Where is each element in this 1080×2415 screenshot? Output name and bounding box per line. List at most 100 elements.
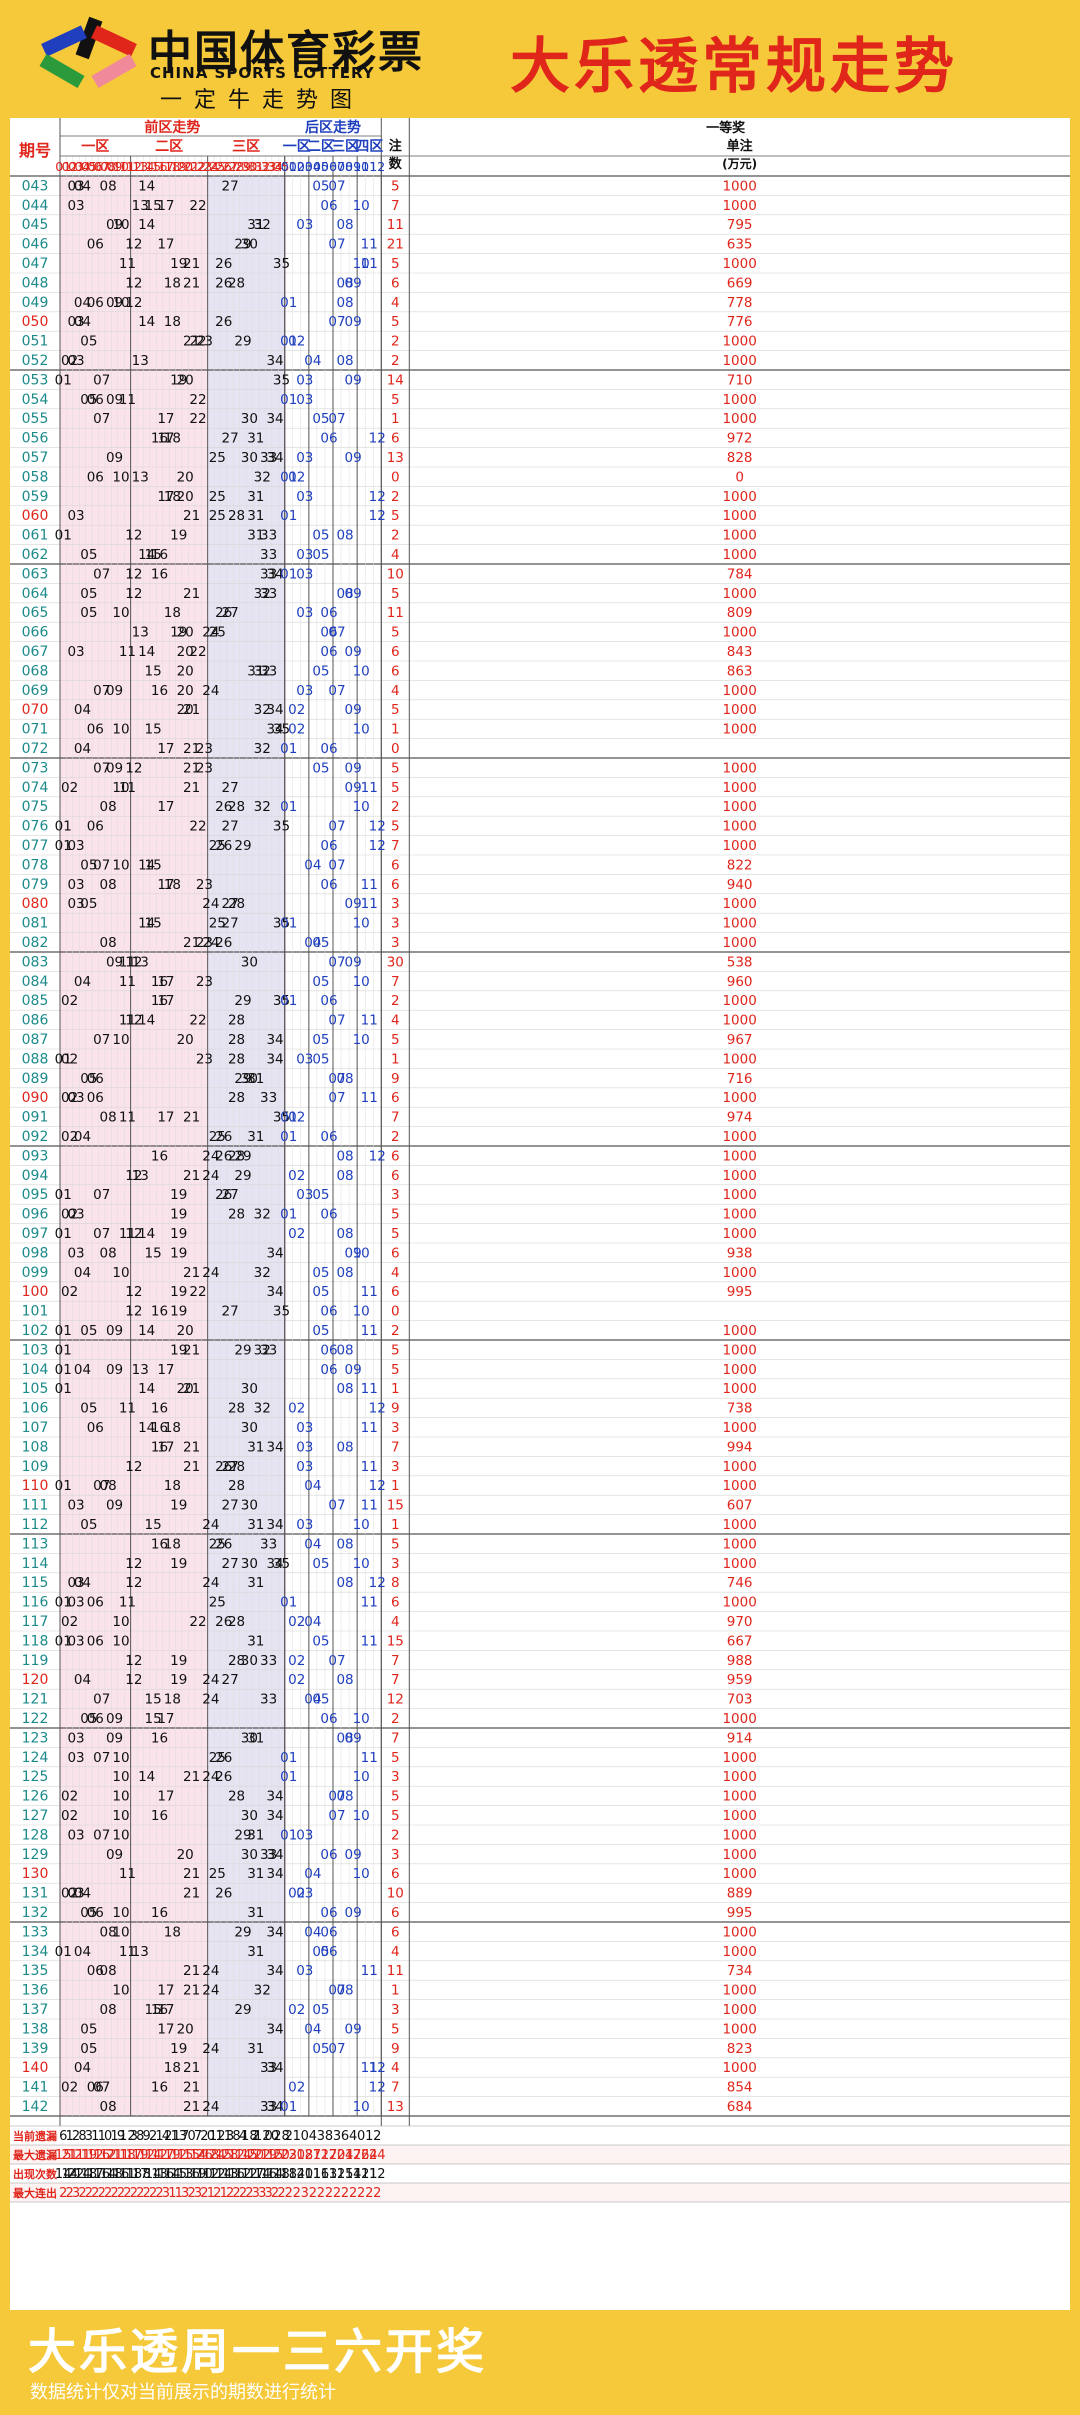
front-ball: 21	[183, 1459, 200, 1475]
back-ball: 01	[280, 1769, 297, 1785]
back-ball: 12	[369, 2080, 386, 2096]
back-ball: 03	[296, 547, 313, 563]
front-ball: 19	[170, 528, 187, 544]
prize-cell: 1000	[722, 1478, 756, 1494]
stat-back-value: 24	[369, 2148, 386, 2163]
back-ball: 12	[369, 2060, 386, 2076]
prize-cell: 1000	[722, 1381, 756, 1397]
front-ball: 19	[170, 1498, 187, 1514]
front-ball: 02	[61, 2080, 78, 2096]
front-ball: 18	[164, 489, 181, 505]
front-ball: 33	[260, 450, 277, 466]
front-ball: 07	[93, 760, 110, 776]
prize-cell: 1000	[722, 916, 756, 932]
back-number-header: 08	[337, 159, 353, 174]
stat-front-value: 1	[220, 2186, 228, 2201]
back-ball: 08	[336, 1672, 353, 1688]
issue-cell: 139	[22, 2041, 49, 2057]
back-ball: 07	[328, 2041, 345, 2057]
stat-front-value: 0	[265, 2129, 273, 2144]
back-ball: 07	[328, 1013, 345, 1029]
front-ball: 18	[164, 1924, 181, 1940]
front-ball: 16	[151, 547, 168, 563]
front-ball: 34	[266, 1051, 283, 1067]
notes-cell: 2	[391, 799, 400, 815]
front-ball: 33	[260, 2099, 277, 2115]
issue-cell: 093	[22, 1148, 49, 1164]
back-ball: 06	[320, 1711, 337, 1727]
issue-cell: 113	[22, 1536, 49, 1552]
back-ball: 11	[361, 237, 378, 253]
stat-front-value: 18	[81, 2167, 98, 2182]
front-ball: 17	[157, 237, 174, 253]
back-ball: 02	[288, 1226, 305, 1242]
front-ball: 09	[106, 1498, 123, 1514]
stat-front-value: 3	[72, 2186, 80, 2201]
stat-front-value: 22	[254, 2148, 271, 2163]
prize-cell: 1000	[722, 411, 756, 427]
prize-cell: 967	[727, 1032, 753, 1048]
front-ball: 09	[106, 1847, 123, 1863]
front-ball: 24	[202, 1575, 219, 1591]
front-ball: 13	[132, 954, 149, 970]
front-ball: 06	[87, 1420, 104, 1436]
front-ball: 27	[222, 896, 239, 912]
front-ball: 07	[93, 1226, 110, 1242]
back-ball: 10	[353, 799, 370, 815]
back-ball: 06	[320, 741, 337, 757]
back-ball: 09	[345, 372, 362, 388]
issue-cell: 081	[22, 916, 49, 932]
back-ball: 05	[312, 760, 329, 776]
front-ball: 13	[132, 1362, 149, 1378]
front-ball: 02	[61, 1614, 78, 1630]
stat-front-value: 3	[85, 2129, 93, 2144]
front-ball: 31	[247, 431, 264, 447]
back-ball: 06	[320, 644, 337, 660]
front-ball: 26	[215, 799, 232, 815]
front-ball: 04	[74, 1944, 91, 1960]
stat-front-value: 9	[143, 2129, 151, 2144]
back-ball: 11	[361, 1750, 378, 1766]
stat-back-value: 11	[361, 2167, 378, 2182]
stat-front-value: 4	[162, 2129, 170, 2144]
back-ball: 07	[328, 625, 345, 641]
front-ball: 16	[151, 1730, 168, 1746]
back-ball: 12	[369, 1478, 386, 1494]
back-ball: 03	[296, 1886, 313, 1902]
back-ball: 01	[280, 566, 297, 582]
back-ball: 08	[336, 1342, 353, 1358]
stat-back-value: 1	[365, 2129, 373, 2144]
notes-cell: 3	[391, 1459, 400, 1475]
stat-front-value: 2	[110, 2186, 118, 2201]
front-ball: 18	[164, 877, 181, 893]
front-ball: 02	[61, 1808, 78, 1824]
front-ball: 31	[247, 1827, 264, 1843]
front-ball: 11	[119, 1401, 136, 1417]
front-ball: 35	[273, 722, 290, 738]
notes-cell: 3	[391, 2002, 400, 2018]
back-zone-label: 四区	[355, 139, 383, 155]
prize-cell: 1000	[722, 683, 756, 699]
notes-cell: 5	[391, 586, 400, 602]
front-number-header: 16	[152, 159, 168, 174]
front-ball: 07	[93, 566, 110, 582]
front-ball: 27	[222, 1187, 239, 1203]
issue-cell: 105	[22, 1381, 49, 1397]
back-ball: 10	[353, 1032, 370, 1048]
back-ball: 09	[345, 1362, 362, 1378]
stat-front-value: 14	[190, 2148, 207, 2163]
prize-cell: 994	[727, 1439, 753, 1455]
front-ball: 09	[106, 954, 123, 970]
stat-front-value: 2	[123, 2186, 131, 2201]
notes-cell: 6	[391, 663, 400, 679]
notes-cell: 3	[391, 916, 400, 932]
prize-cell: 669	[727, 275, 753, 291]
issue-cell: 118	[22, 1633, 49, 1649]
issue-cell: 083	[22, 954, 49, 970]
front-number-header: 31	[248, 159, 264, 174]
back-ball: 07	[328, 1808, 345, 1824]
stat-front-value: 19	[164, 2148, 181, 2163]
stat-front-value: 14	[267, 2167, 284, 2182]
notes-cell: 1	[391, 722, 400, 738]
front-ball: 15	[144, 916, 161, 932]
